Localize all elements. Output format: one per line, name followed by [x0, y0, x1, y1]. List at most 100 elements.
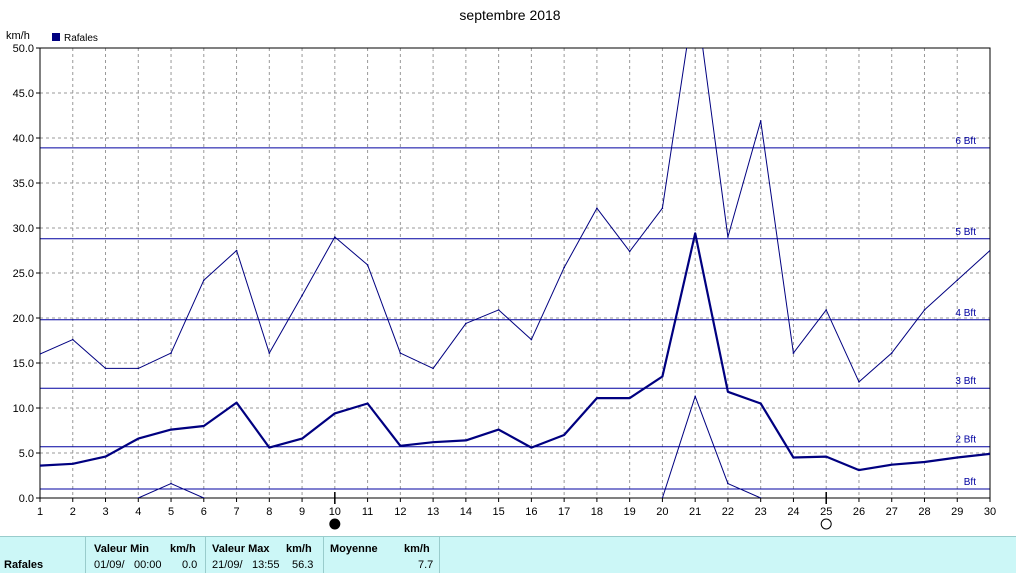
footer-max-cell: Valeur Max km/h 21/09/ 13:55 56.3	[206, 537, 324, 573]
data-point-max	[596, 207, 598, 209]
y-tick-label: 10.0	[13, 403, 34, 415]
data-point-min	[727, 482, 729, 485]
x-tick-label: 27	[886, 506, 898, 518]
beaufort-label: 4 Bft	[955, 308, 976, 319]
wind-chart: septembre 2018 km/h Rafales Bft 2 Bft 3 Bf…	[6, 7, 996, 530]
data-point-max	[563, 266, 565, 269]
x-tick-label: 4	[135, 506, 141, 518]
x-tick-label: 21	[689, 506, 701, 518]
data-point-mean	[432, 441, 434, 444]
x-tick-label: 14	[460, 506, 472, 518]
series-line-mean	[40, 232, 990, 472]
y-tick-label: 25.0	[13, 268, 34, 280]
footer-min-cell: Valeur Min km/h 01/09/ 00:00 0.0	[86, 537, 206, 573]
beaufort-label: 2 Bft	[955, 435, 976, 446]
data-point-mean	[268, 446, 271, 449]
x-tick-label: 8	[266, 506, 272, 518]
max-header: Valeur Max	[212, 543, 270, 555]
data-point-max	[202, 279, 205, 282]
series-line-min	[138, 483, 205, 498]
y-tick-label: 15.0	[13, 358, 34, 370]
data-point-max	[661, 207, 664, 209]
legend-label: Rafales	[64, 33, 98, 44]
x-tick-label: 23	[755, 506, 767, 518]
min-value: 0.0	[182, 559, 198, 571]
data-point-mean	[858, 469, 860, 471]
y-tick-label: 45.0	[13, 88, 34, 100]
min-unit: km/h	[170, 543, 196, 555]
full-moon-icon	[820, 518, 832, 530]
x-tick-label: 16	[525, 506, 537, 518]
x-tick-label: 29	[951, 506, 963, 518]
x-tick-label: 9	[299, 506, 305, 518]
data-point-max	[727, 236, 729, 238]
x-tick-label: 18	[591, 506, 603, 518]
min-header: Valeur Min	[94, 543, 150, 555]
grid	[40, 48, 990, 498]
x-tick-label: 17	[558, 506, 570, 518]
data-point-mean	[137, 437, 140, 440]
beaufort-label: 3 Bft	[955, 376, 976, 387]
data-point-max	[170, 352, 172, 354]
data-point-mean	[727, 391, 729, 393]
stats-footer: Rafales Valeur Min km/h 01/09/ 00:00 0.0…	[0, 536, 1016, 573]
chart-title: septembre 2018	[459, 7, 560, 23]
data-point-mean	[563, 434, 565, 436]
data-point-mean	[530, 446, 533, 449]
data-point-mean	[923, 461, 926, 463]
x-tick-label: 6	[201, 506, 207, 518]
data-point-mean	[301, 437, 303, 440]
data-point-mean	[497, 428, 500, 431]
x-tick-label: 25	[820, 506, 832, 518]
data-point-max	[989, 249, 990, 252]
data-point-mean	[366, 402, 369, 405]
data-point-mean	[628, 397, 631, 399]
data-point-mean	[465, 439, 467, 442]
data-point-max	[923, 309, 926, 311]
moon-phases	[329, 492, 832, 530]
x-tick-label: 15	[492, 506, 504, 518]
x-tick-label: 26	[853, 506, 865, 518]
data-point-max	[792, 352, 795, 354]
x-tick-label: 10	[329, 506, 341, 518]
series-group	[40, 48, 990, 498]
x-ticks: 1 2 3 4 5 6 7 8 9 10 11 12 13 14 15 16 17 18 19 20 21 22 23 24 2…	[37, 498, 996, 518]
max-value: 56.3	[292, 559, 314, 571]
y-tick-label: 40.0	[13, 133, 34, 145]
x-tick-label: 13	[427, 506, 439, 518]
data-point-mean	[170, 428, 172, 431]
data-point-min	[661, 497, 664, 498]
x-tick-label: 2	[70, 506, 76, 518]
data-point-min	[759, 497, 762, 498]
data-point-max	[759, 120, 762, 122]
y-tick-label: 30.0	[13, 223, 34, 235]
data-point-mean	[759, 402, 762, 405]
data-point-max	[465, 322, 467, 325]
footer-avg-cell: Moyenne km/h 7.7	[324, 537, 440, 573]
data-point-mean	[825, 455, 828, 458]
data-point-max	[301, 294, 303, 297]
min-time: 00:00	[134, 559, 162, 571]
data-point-max	[628, 250, 631, 253]
data-point-mean	[989, 453, 990, 455]
new-moon-icon	[329, 518, 341, 530]
data-point-mean	[956, 456, 959, 459]
y-axis-label: km/h	[6, 30, 30, 42]
beaufort-label: Bft	[964, 477, 976, 488]
data-point-mean	[334, 412, 336, 415]
y-tick-label: 35.0	[13, 178, 34, 190]
footer-row-label-cell: Rafales	[0, 537, 86, 573]
data-point-max	[40, 353, 41, 355]
beaufort-label: 5 Bft	[955, 227, 976, 238]
max-time: 13:55	[252, 559, 280, 571]
x-tick-label: 7	[233, 506, 239, 518]
legend-swatch	[52, 33, 60, 41]
data-point-mean	[104, 455, 107, 458]
y-ticks: 0.0 5.0 10.0 15.0 20.0 25.0 30.0 35.0 40.0 45.0 50…	[13, 43, 40, 505]
data-point-mean	[661, 375, 664, 378]
data-point-max	[399, 352, 402, 354]
data-point-max	[858, 381, 860, 383]
avg-header: Moyenne	[330, 543, 378, 555]
data-point-mean	[694, 232, 696, 235]
data-point-min	[170, 482, 172, 485]
